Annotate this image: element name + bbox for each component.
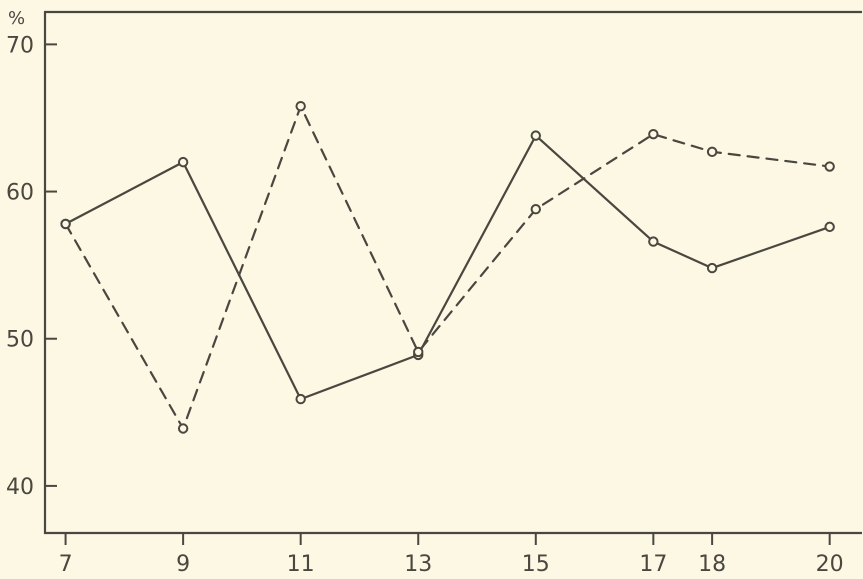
series-2-point [60, 218, 71, 230]
y-tick-label: 60 [6, 181, 34, 206]
series-2-point [295, 100, 306, 112]
y-tick-label: 50 [6, 328, 34, 353]
series-1-point [530, 130, 541, 141]
series-1-point [706, 262, 718, 274]
x-tick-label: 11 [287, 552, 315, 577]
series-2-point [530, 204, 541, 215]
y-axis-unit-label: % [8, 8, 25, 29]
y-axis: 40 50 60 70 [6, 33, 57, 500]
x-tick-label: 20 [816, 552, 844, 577]
series-2-point [824, 161, 835, 172]
series-2-dashed-line [64, 105, 831, 430]
x-tick-label: 17 [639, 552, 667, 577]
series-2-point [177, 423, 189, 434]
series-1-point [648, 236, 659, 247]
y-tick-label: 40 [6, 475, 34, 500]
series-1-point [824, 221, 835, 233]
series-group [60, 100, 835, 434]
x-axis: 7 9 11 13 15 17 18 20 [59, 533, 844, 577]
series-2-point [413, 346, 424, 358]
x-tick-label: 13 [404, 552, 432, 577]
series-1-solid-line [64, 134, 831, 401]
series-2-point [648, 128, 659, 140]
x-tick-label: 9 [176, 552, 190, 577]
y-tick-label: 70 [6, 33, 34, 58]
x-tick-label: 18 [698, 552, 726, 577]
series-2-point [706, 146, 718, 158]
plot-frame [43, 10, 862, 535]
series-1-point [295, 393, 306, 405]
series-1-point [177, 156, 189, 168]
x-tick-label: 7 [59, 552, 73, 577]
x-tick-label: 15 [522, 552, 550, 577]
